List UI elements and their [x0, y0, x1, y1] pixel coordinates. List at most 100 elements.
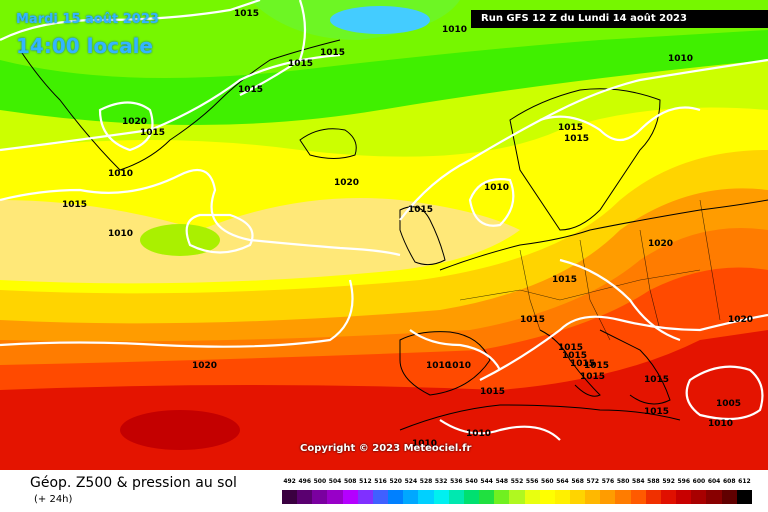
scale-swatch	[312, 490, 328, 504]
isobar-line-2	[0, 53, 341, 152]
isobar-label: 1015	[644, 407, 669, 417]
scale-label: 596	[677, 478, 691, 485]
scale-swatch	[479, 490, 495, 504]
scale-label: 540	[465, 478, 478, 485]
scale-swatch	[569, 490, 586, 504]
scale-label: 520	[389, 478, 402, 485]
isobar-label: 1015	[558, 123, 583, 133]
iceland-coast	[299, 128, 357, 159]
scale-bar	[282, 490, 752, 504]
isobar-label: 1020	[192, 361, 217, 371]
isobar-label: 1020	[648, 239, 673, 249]
isobar-label: 1015	[62, 200, 87, 210]
isobar-line-12	[539, 106, 701, 142]
isobar-line-15	[439, 419, 561, 441]
balkans-coast	[599, 329, 671, 405]
isobar-label: 1015	[570, 359, 595, 369]
isobar-label: 1015	[552, 275, 577, 285]
scale-swatch	[721, 490, 737, 504]
model-run-info: Run GFS 12 Z du Lundi 14 août 2023	[471, 10, 768, 28]
isobar-line-11	[409, 329, 501, 371]
isobar-label: 1010	[426, 361, 451, 371]
scale-swatch	[433, 490, 449, 504]
scale-label: 556	[525, 478, 539, 485]
scale-label: 500	[313, 478, 327, 485]
field-green-blob	[140, 224, 220, 256]
isobar-label: 1020	[122, 117, 147, 127]
scale-swatch	[403, 490, 419, 504]
isobar-line-6	[399, 58, 768, 221]
scale-swatch	[327, 490, 343, 504]
isobar-label: 1015	[238, 85, 263, 95]
scale-swatch	[615, 490, 631, 504]
scale-swatch	[691, 490, 707, 504]
scale-label: 604	[707, 478, 721, 485]
forecast-lead-time: (+ 24h)	[34, 494, 73, 505]
copyright-notice: Copyright © 2023 Meteociel.fr	[300, 443, 472, 454]
scale-swatch	[554, 490, 570, 504]
scale-label: 612	[738, 478, 751, 485]
scale-label: 524	[404, 478, 418, 485]
scale-label: 572	[586, 478, 600, 485]
scale-swatch	[645, 490, 661, 504]
scale-label: 536	[450, 478, 463, 485]
map-title: Géop. Z500 & pression au sol	[30, 475, 237, 491]
map-canvas: 1015 1010 1015 1015 1015 1020 1015 1010 …	[0, 0, 768, 470]
scale-swatch	[372, 490, 389, 504]
isobar-line-1	[0, 0, 261, 41]
scale-label: 528	[419, 478, 433, 485]
isobar-label: 1005	[716, 399, 741, 409]
coastlines	[19, 39, 768, 431]
scale-label: 580	[616, 478, 630, 485]
isobar-label: 1015	[584, 361, 609, 371]
scale-swatch	[388, 490, 404, 504]
scale-swatch	[539, 490, 555, 504]
isobar-label: 1015	[140, 128, 165, 138]
scale-swatch	[494, 490, 510, 504]
isobar-label: 1010	[668, 54, 693, 64]
isobar-label: 1015	[564, 134, 589, 144]
isobar-label: 1010	[484, 183, 509, 193]
scale-swatch	[463, 490, 480, 504]
scale-label: 504	[328, 478, 342, 485]
scale-label: 516	[374, 478, 387, 485]
scale-swatch	[600, 490, 616, 504]
scale-label: 532	[434, 478, 448, 485]
scale-label: 544	[480, 478, 493, 485]
isobars	[0, 0, 768, 441]
italy-coast	[539, 329, 601, 397]
britain-coast	[399, 206, 446, 266]
scale-swatch	[585, 490, 601, 504]
isobar-label: 1015	[408, 205, 433, 215]
isobar-line-14	[239, 0, 307, 96]
iberia-coast	[399, 331, 491, 396]
scale-label: 588	[647, 478, 660, 485]
greenland-coast	[19, 39, 341, 171]
isobar-line-3	[98, 101, 154, 152]
scale-label: 560	[541, 478, 554, 485]
isobar-label: 1010	[108, 169, 133, 179]
scale-swatch	[357, 490, 373, 504]
isobar-label: 1010	[708, 419, 733, 429]
scale-label: 496	[298, 478, 311, 485]
scale-swatch	[342, 490, 358, 504]
border-1	[459, 269, 701, 301]
isobar-label: 1015	[320, 48, 345, 58]
scale-label: 568	[571, 478, 584, 485]
scale-label: 492	[283, 478, 296, 485]
scale-swatch	[448, 490, 464, 504]
field-deep-red	[120, 410, 240, 450]
scale-label: 576	[601, 478, 615, 485]
isobar-label: 1015	[558, 343, 583, 353]
scale-swatch	[660, 490, 677, 504]
isobar-label: 1015	[520, 315, 545, 325]
isobar-line-7	[468, 178, 515, 227]
scale-label: 584	[632, 478, 645, 485]
scale-label: 552	[510, 478, 524, 485]
isobar-label: 1010	[108, 229, 133, 239]
isobar-label: 1010	[442, 25, 467, 35]
isobar-label: 1010	[412, 439, 437, 449]
scale-swatch	[630, 490, 646, 504]
isobar-label: 1010	[446, 361, 471, 371]
isobar-line-4	[0, 168, 401, 257]
